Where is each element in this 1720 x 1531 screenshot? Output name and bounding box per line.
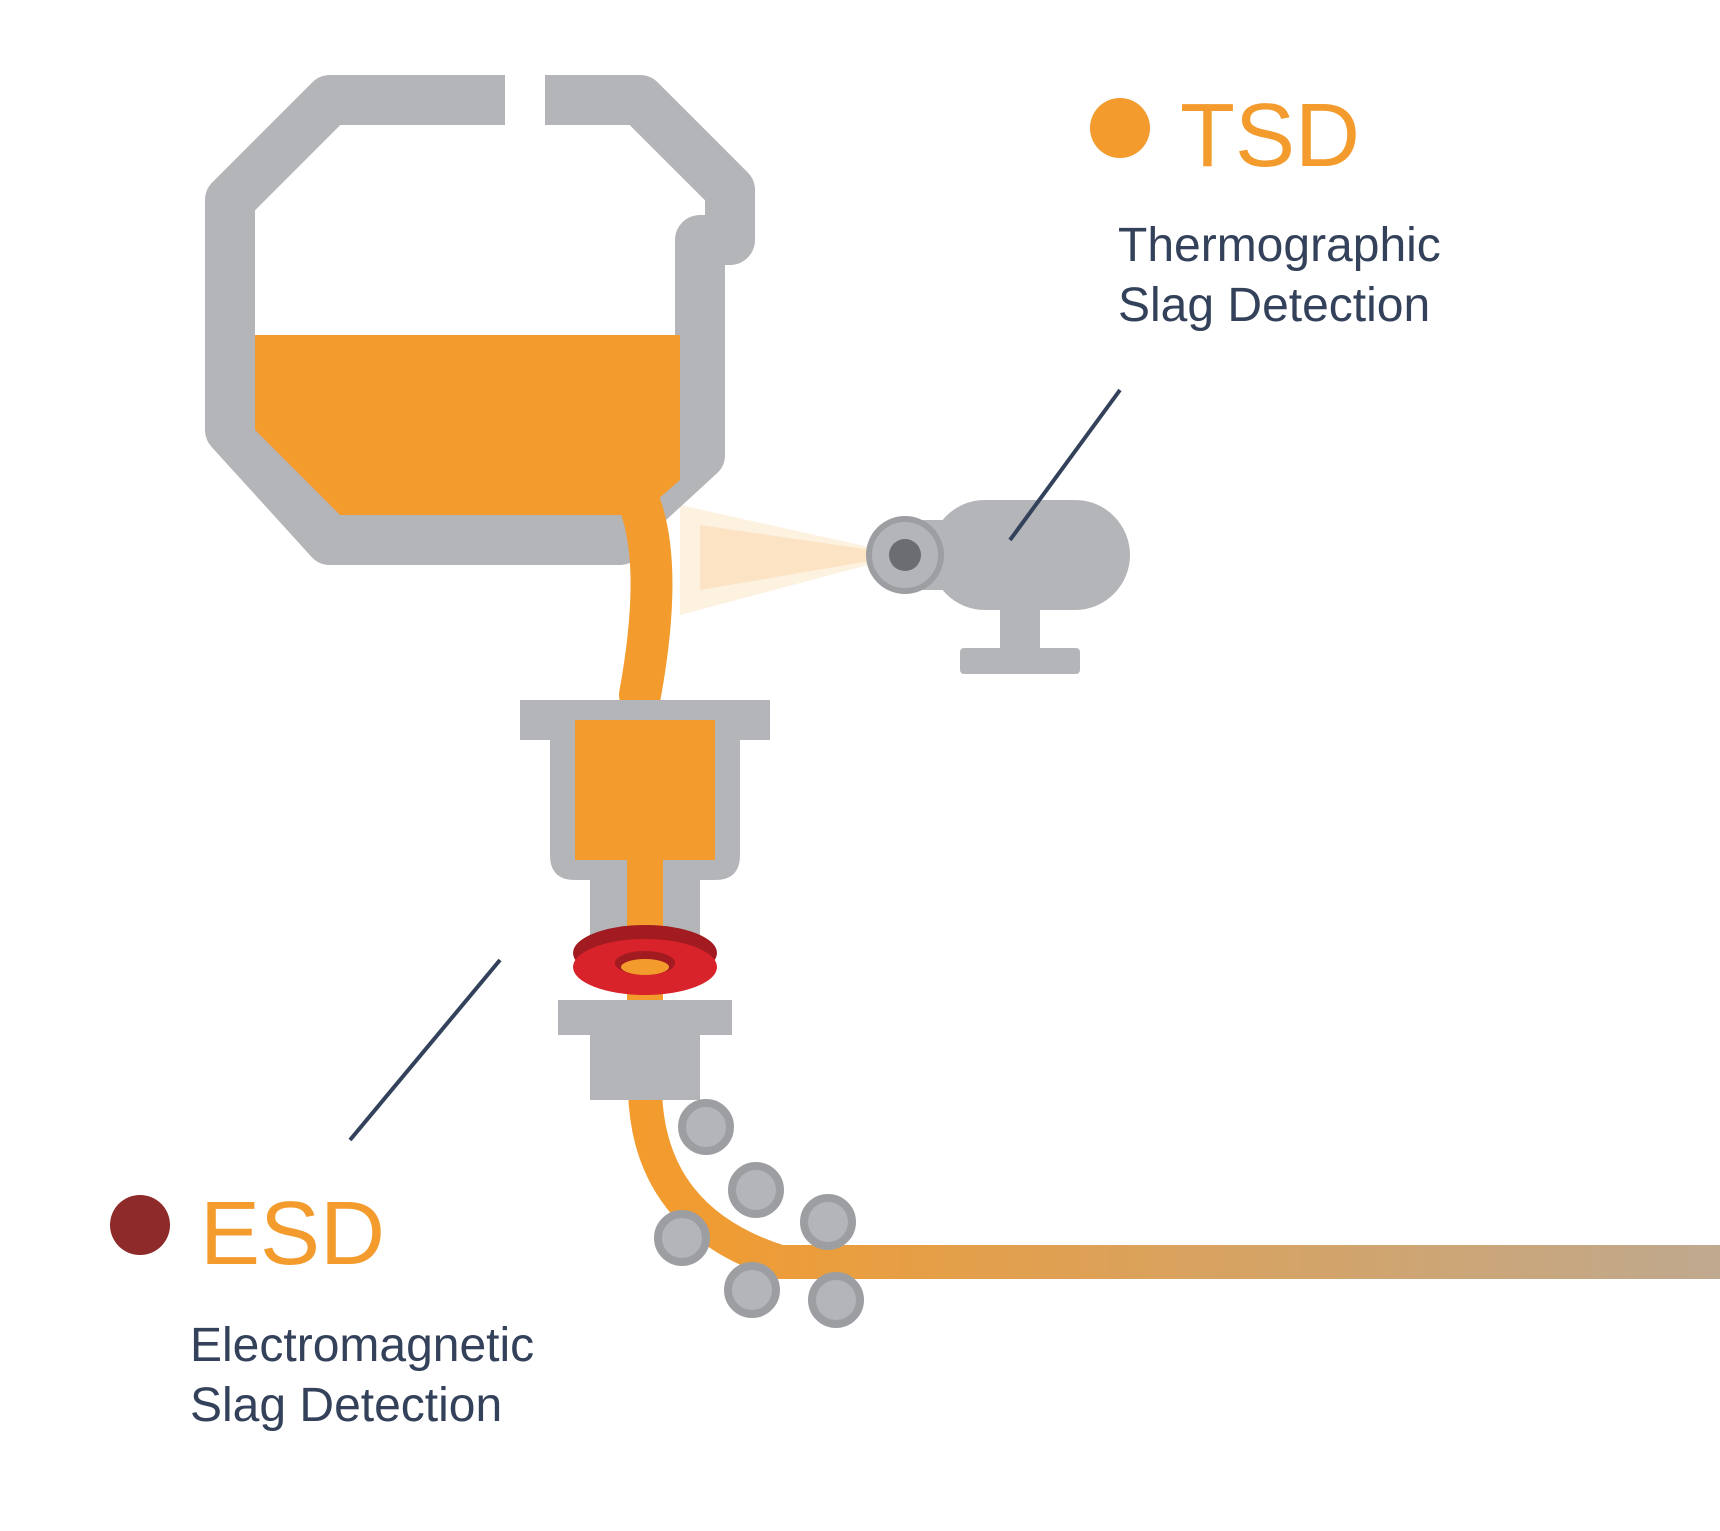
rollers-group (658, 1103, 860, 1324)
tsd-bullet-icon (1090, 98, 1150, 158)
tsd-title: TSD (1180, 80, 1360, 193)
diagram-svg (0, 0, 1720, 1531)
roller (804, 1198, 852, 1246)
roller (682, 1103, 730, 1151)
esd-sensor-ring (573, 925, 717, 995)
esd-bullet-icon (110, 1195, 170, 1255)
roller (728, 1266, 776, 1314)
tundish-melt (575, 720, 715, 860)
tsd-subtitle-line1: Thermographic (1118, 219, 1441, 272)
ladle-notch (505, 75, 545, 125)
mold-block (558, 1000, 732, 1100)
esd-subtitle-line2: Slag Detection (190, 1379, 502, 1432)
roller (658, 1214, 706, 1262)
esd-subtitle-line1: Electromagnetic (190, 1319, 534, 1372)
ladle-melt (255, 335, 680, 515)
esd-title: ESD (200, 1178, 385, 1291)
esd-subtitle: Electromagnetic Slag Detection (190, 1316, 534, 1436)
esd-leader-line (350, 960, 500, 1140)
roller (732, 1166, 780, 1214)
tsd-subtitle: Thermographic Slag Detection (1118, 216, 1441, 336)
tsd-camera (869, 500, 1130, 674)
pour-stream (640, 505, 652, 695)
roller (812, 1276, 860, 1324)
tsd-subtitle-line2: Slag Detection (1118, 279, 1430, 332)
